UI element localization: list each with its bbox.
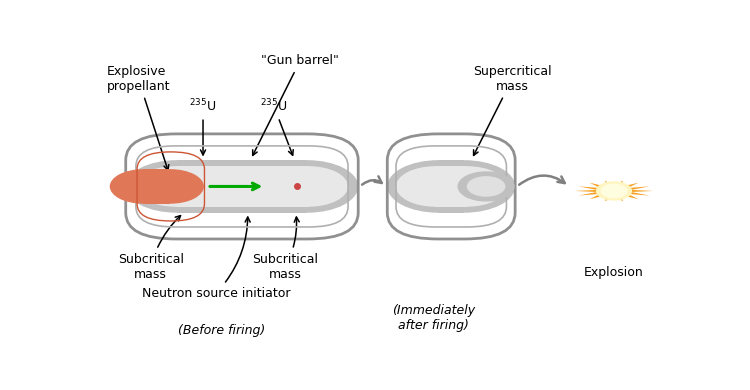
Bar [435, 166, 467, 207]
Ellipse shape [136, 166, 214, 207]
Bar [438, 160, 464, 213]
Circle shape [458, 172, 514, 201]
Bar [176, 160, 308, 213]
Polygon shape [574, 181, 653, 201]
Text: Explosion: Explosion [584, 266, 644, 279]
Text: Explosive
propellant: Explosive propellant [106, 65, 170, 170]
Circle shape [602, 184, 627, 198]
Text: Subcritical
mass: Subcritical mass [253, 217, 319, 280]
Ellipse shape [396, 166, 475, 207]
Ellipse shape [387, 160, 489, 213]
Circle shape [596, 182, 632, 200]
Text: (Before firing): (Before firing) [178, 324, 266, 337]
Ellipse shape [413, 160, 515, 213]
Ellipse shape [428, 166, 506, 207]
Text: "Gun barrel": "Gun barrel" [253, 54, 339, 155]
Text: Neutron source initiator: Neutron source initiator [142, 217, 290, 300]
Ellipse shape [110, 169, 176, 204]
Ellipse shape [126, 160, 227, 213]
Text: $^{235}$U: $^{235}$U [190, 98, 217, 155]
Ellipse shape [256, 160, 358, 213]
Text: $^{235}$U: $^{235}$U [260, 98, 293, 155]
Ellipse shape [269, 166, 348, 207]
Circle shape [467, 177, 505, 196]
Text: Supercritical
mass: Supercritical mass [473, 65, 551, 155]
Bar [175, 166, 309, 207]
Ellipse shape [137, 169, 204, 204]
Text: (Immediately
after firing): (Immediately after firing) [392, 303, 476, 332]
Text: Subcritical
mass: Subcritical mass [118, 216, 184, 280]
Bar [143, 169, 170, 204]
